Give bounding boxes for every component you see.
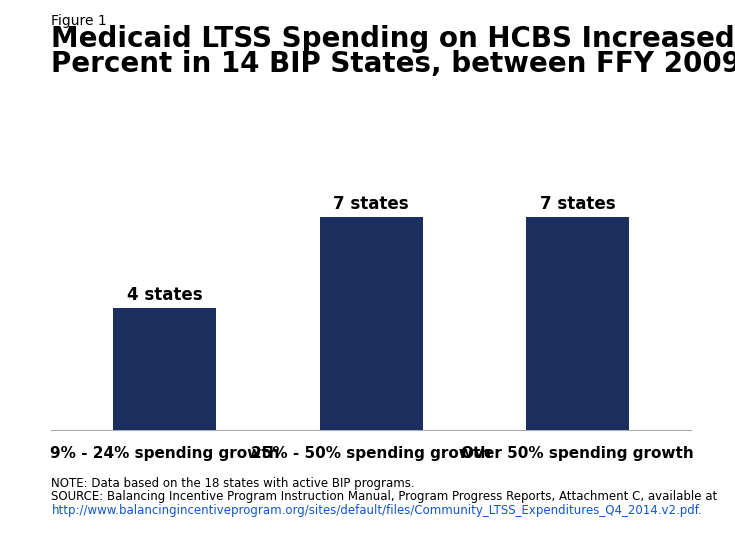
- Bar: [320, 217, 423, 430]
- Text: http://www.balancingincentiveprogram.org/sites/default/files/Community_LTSS_Expe: http://www.balancingincentiveprogram.org…: [51, 504, 702, 517]
- Text: 4 states: 4 states: [127, 287, 203, 304]
- Bar: [113, 308, 217, 430]
- Text: 7 states: 7 states: [334, 195, 409, 213]
- Text: FAMILY: FAMILY: [623, 508, 676, 522]
- Text: SOURCE: Balancing Incentive Program Instruction Manual, Program Progress Reports: SOURCE: Balancing Incentive Program Inst…: [51, 490, 717, 504]
- Text: 7 states: 7 states: [539, 195, 615, 213]
- Bar: [526, 217, 629, 430]
- Text: Medicaid LTSS Spending on HCBS Increased by at Least 25: Medicaid LTSS Spending on HCBS Increased…: [51, 25, 735, 53]
- Text: THE HENRY J.: THE HENRY J.: [630, 479, 669, 484]
- Text: KAISER: KAISER: [621, 493, 678, 507]
- Text: Percent in 14 BIP States, between FFY 2009 and FFY 2014, Q4: Percent in 14 BIP States, between FFY 20…: [51, 50, 735, 78]
- Text: FOUNDATION: FOUNDATION: [628, 523, 670, 528]
- Text: NOTE: Data based on the 18 states with active BIP programs.: NOTE: Data based on the 18 states with a…: [51, 477, 415, 490]
- Text: Figure 1: Figure 1: [51, 14, 107, 28]
